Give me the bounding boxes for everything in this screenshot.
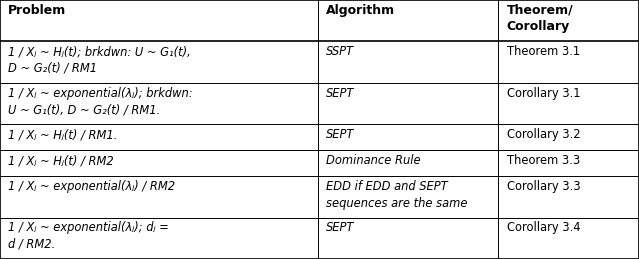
Text: EDD if EDD and SEPT
sequences are the same: EDD if EDD and SEPT sequences are the sa…	[326, 180, 467, 210]
Text: 1 / Xⱼ ~ exponential(λⱼ); brkdwn:
U ~ G₁(t), D ~ G₂(t) / RM1.: 1 / Xⱼ ~ exponential(λⱼ); brkdwn: U ~ G₁…	[8, 87, 193, 116]
Text: Theorem 3.1: Theorem 3.1	[507, 45, 580, 58]
Text: 1 / Xⱼ ~ exponential(λⱼ); dⱼ =
d / RM2.: 1 / Xⱼ ~ exponential(λⱼ); dⱼ = d / RM2.	[8, 221, 169, 251]
Text: Corollary 3.3: Corollary 3.3	[507, 180, 580, 193]
Text: SEPT: SEPT	[326, 221, 354, 234]
Text: Corollary 3.1: Corollary 3.1	[507, 87, 580, 100]
Text: SEPT: SEPT	[326, 87, 354, 100]
Text: Theorem/
Corollary: Theorem/ Corollary	[507, 4, 573, 33]
Text: Algorithm: Algorithm	[326, 4, 395, 17]
Text: SEPT: SEPT	[326, 128, 354, 141]
Text: Corollary 3.4: Corollary 3.4	[507, 221, 580, 234]
Text: Problem: Problem	[8, 4, 66, 17]
Text: 1 / Xⱼ ~ Hⱼ(t); brkdwn: U ~ G₁(t),
D ~ G₂(t) / RM1: 1 / Xⱼ ~ Hⱼ(t); brkdwn: U ~ G₁(t), D ~ G…	[8, 45, 191, 75]
Text: 1 / Xⱼ ~ Hⱼ(t) / RM2: 1 / Xⱼ ~ Hⱼ(t) / RM2	[8, 154, 114, 167]
Text: SSPT: SSPT	[326, 45, 354, 58]
Text: Dominance Rule: Dominance Rule	[326, 154, 420, 167]
Text: 1 / Xⱼ ~ exponential(λⱼ) / RM2: 1 / Xⱼ ~ exponential(λⱼ) / RM2	[8, 180, 176, 193]
Text: 1 / Xⱼ ~ Hⱼ(t) / RM1.: 1 / Xⱼ ~ Hⱼ(t) / RM1.	[8, 128, 118, 141]
Text: Theorem 3.3: Theorem 3.3	[507, 154, 580, 167]
Text: Corollary 3.2: Corollary 3.2	[507, 128, 580, 141]
